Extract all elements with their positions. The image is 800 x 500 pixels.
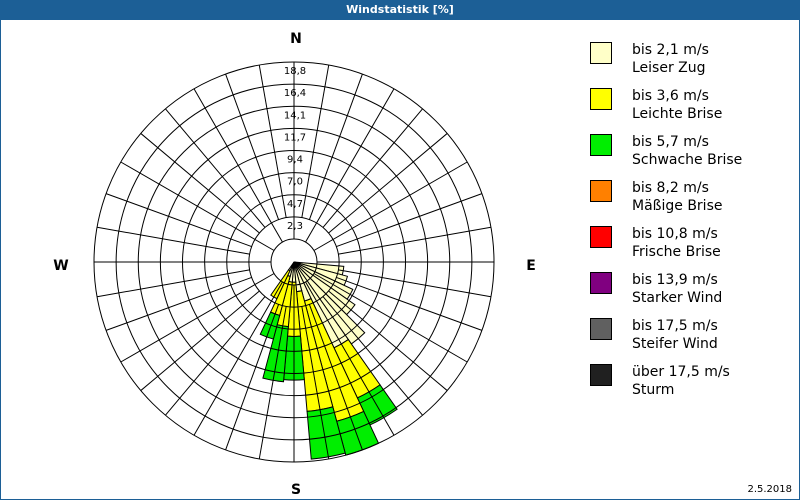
legend-name: Starker Wind: [632, 290, 723, 306]
legend-name: Schwache Brise: [632, 152, 743, 168]
legend-name: Steifer Wind: [632, 336, 718, 352]
compass-s: S: [291, 482, 301, 498]
wind-wedge: [259, 311, 281, 340]
legend-swatch: [590, 226, 612, 248]
svg-text:9,4: 9,4: [287, 155, 303, 166]
legend-speed: bis 17,5 m/s: [632, 318, 718, 334]
compass-e: E: [526, 258, 536, 274]
legend-swatch: [590, 272, 612, 294]
compass-n: N: [290, 31, 302, 47]
wind-wedge: [262, 324, 289, 383]
legend-speed: bis 10,8 m/s: [632, 226, 718, 242]
svg-text:16,4: 16,4: [284, 88, 306, 99]
legend-swatch: [590, 134, 612, 156]
legend-speed: bis 8,2 m/s: [632, 180, 709, 196]
legend-swatch: [590, 88, 612, 110]
legend-name: Leichte Brise: [632, 106, 723, 122]
svg-text:11,7: 11,7: [284, 132, 306, 143]
compass-w: W: [53, 258, 68, 274]
svg-text:7,0: 7,0: [287, 177, 303, 188]
wind-wedge: [306, 406, 346, 460]
legend-name: Mäßige Brise: [632, 198, 723, 214]
legend-name: Frische Brise: [632, 244, 721, 260]
legend-swatch: [590, 180, 612, 202]
wind-wedge: [270, 269, 291, 300]
wind-rose-wedges: [259, 261, 398, 460]
svg-text:2,3: 2,3: [287, 221, 303, 232]
legend-swatch: [590, 364, 612, 386]
chart-title: Windstatistik [%]: [0, 0, 800, 20]
legend-speed: über 17,5 m/s: [632, 364, 730, 380]
legend-swatch: [590, 318, 612, 340]
svg-text:4,7: 4,7: [287, 199, 303, 210]
legend-swatch: [590, 42, 612, 64]
legend-name: Sturm: [632, 382, 675, 398]
date-stamp: 2.5.2018: [747, 484, 792, 495]
svg-text:14,1: 14,1: [284, 110, 306, 121]
legend-name: Leiser Zug: [632, 60, 706, 76]
svg-text:18,8: 18,8: [284, 66, 306, 77]
legend-speed: bis 3,6 m/s: [632, 88, 709, 104]
radial-tick-labels: 2,3 4,7 7,0 9,4 11,7 14,1 16,4 18,8: [284, 66, 306, 232]
legend-speed: bis 5,7 m/s: [632, 134, 709, 150]
wind-rose-grid: [93, 61, 495, 463]
legend-speed: bis 2,1 m/s: [632, 42, 709, 58]
legend-speed: bis 13,9 m/s: [632, 272, 718, 288]
